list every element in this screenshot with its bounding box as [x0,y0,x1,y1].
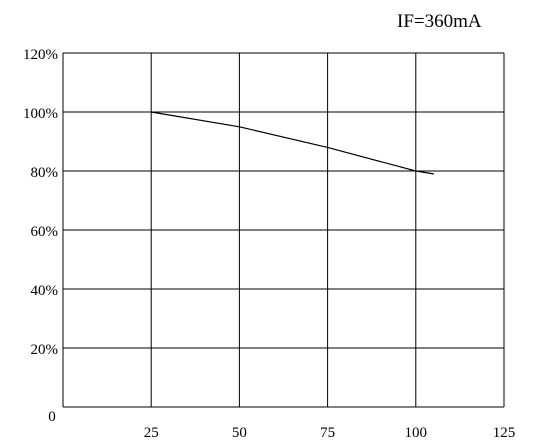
y-tick-label: 100% [23,106,58,122]
data-point [150,111,152,113]
x-tick-label: 125 [493,425,516,441]
x-tick-label: 75 [320,425,335,441]
origin-label: 0 [48,409,56,425]
y-tick-label: 80% [31,165,59,181]
x-tick-label: 25 [144,425,159,441]
x-tick-label: 100 [405,425,428,441]
axes [62,53,504,408]
y-tick-label: 40% [31,283,59,299]
y-tick-label: 20% [31,342,59,358]
tick-labels: 25 50 75 100 125 20% 40% 60% 80% 100% 120% 0 [23,47,515,441]
data-point [415,170,417,172]
y-tick-label: 60% [31,224,59,240]
x-tick-label: 50 [232,425,247,441]
data-point [238,126,240,128]
condition-annotation: IF=360mA [397,11,482,32]
y-tick-label: 120% [23,47,58,63]
data-point [327,146,329,148]
series-line-0 [151,111,434,175]
series-layer [150,111,435,175]
grid [63,52,505,407]
data-point [432,173,435,175]
